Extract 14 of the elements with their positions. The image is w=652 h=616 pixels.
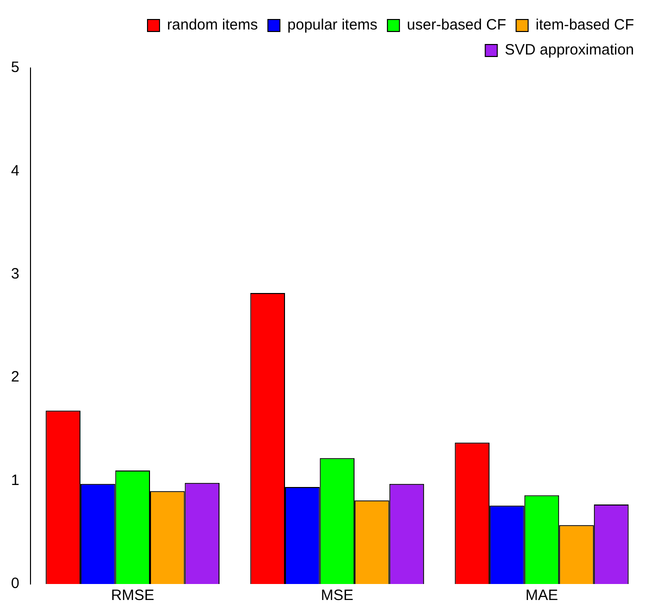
legend-label: SVD approximation bbox=[504, 42, 634, 59]
x-tick-label: RMSE bbox=[110, 587, 154, 604]
y-tick-label: 5 bbox=[11, 59, 20, 76]
legend-label: popular items bbox=[287, 16, 378, 34]
y-tick-label: 0 bbox=[11, 575, 20, 592]
legend-label: random items bbox=[167, 16, 258, 34]
legend-label: item-based CF bbox=[536, 16, 634, 34]
x-tick-label: MSE bbox=[320, 587, 354, 604]
legend-label: user-based CF bbox=[406, 16, 506, 34]
y-tick-label: 2 bbox=[11, 368, 20, 386]
y-tick-label: 4 bbox=[11, 162, 20, 180]
x-tick-label: MAE bbox=[525, 587, 558, 604]
y-tick-label: 1 bbox=[11, 472, 20, 489]
y-tick-label: 3 bbox=[11, 266, 20, 283]
